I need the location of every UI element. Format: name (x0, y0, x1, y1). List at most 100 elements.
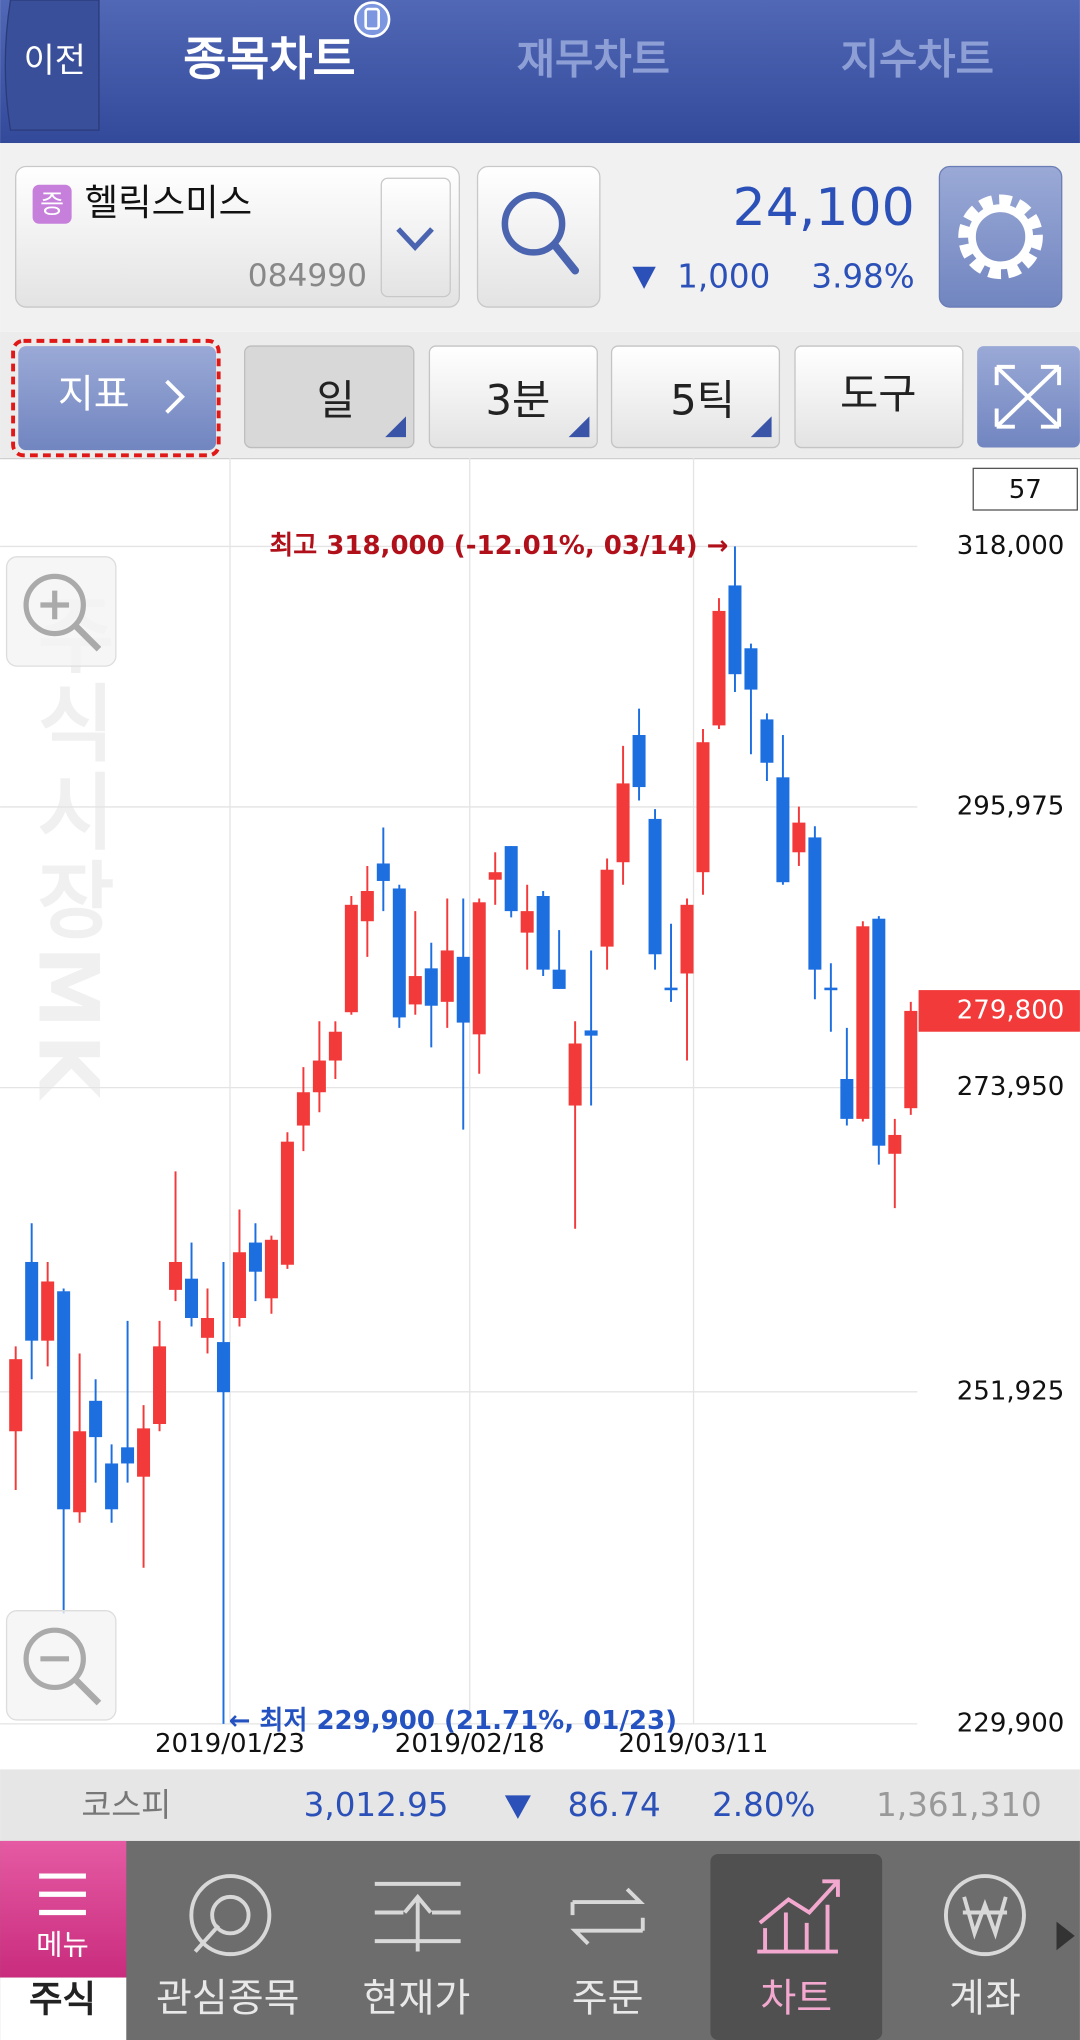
nav-label[interactable]: 계좌 (949, 1976, 1021, 2021)
menu-label[interactable]: 메뉴 (36, 1927, 89, 1961)
candle-body (808, 837, 822, 970)
candle-body (89, 1400, 103, 1438)
candle-body (57, 1291, 71, 1510)
candle-body (760, 719, 774, 763)
settings-button[interactable] (938, 165, 1063, 308)
y-tick-label: 273,950 (957, 1072, 1065, 1102)
candle-body (105, 1463, 119, 1510)
candle-body (616, 783, 630, 863)
candle-body (392, 888, 406, 1018)
candle-body (696, 742, 710, 873)
dropdown-button[interactable] (380, 177, 451, 298)
index-name: 코스피 (81, 1786, 171, 1824)
stock-selector[interactable]: 증 헬릭스미스 084990 (15, 165, 460, 308)
nav-label[interactable]: 현재가 (363, 1976, 471, 2021)
candle-body (648, 818, 662, 955)
index-bar (0, 1769, 1080, 1841)
candle-body (712, 610, 726, 726)
candle-body (600, 869, 614, 947)
candle-body (664, 987, 678, 991)
badge-label: 증 (40, 190, 64, 220)
more-arrow[interactable] (1056, 1921, 1075, 1951)
candle-body (216, 1342, 230, 1393)
current-price-tag (918, 990, 1080, 1032)
candle-body (153, 1346, 167, 1425)
candle-body (472, 902, 486, 1035)
candle-body (440, 950, 454, 1002)
stock-change-rate: 3.98% (811, 257, 914, 295)
header-bar (0, 0, 1080, 144)
candle-body (185, 1278, 199, 1319)
y-tick-label: 318,000 (957, 531, 1065, 561)
candle-body (824, 987, 838, 991)
candle-body (856, 926, 870, 1119)
candle-body (408, 976, 422, 1005)
candle-body (280, 1141, 294, 1265)
nav-label[interactable]: 주식 (29, 1977, 96, 2020)
zoom-out-button[interactable] (5, 1610, 117, 1721)
tab[interactable]: 재무차트 (517, 34, 670, 83)
current-price-label: 279,800 (957, 995, 1065, 1025)
candle-count: 57 (1009, 475, 1042, 505)
candle-body (632, 734, 646, 788)
candle-body (121, 1447, 135, 1464)
zoom-in-button[interactable] (5, 556, 117, 667)
candle-body (744, 648, 758, 690)
menu-button[interactable]: 메뉴 주식 (0, 1840, 127, 2040)
tools-label[interactable]: 도구 (840, 369, 917, 418)
nav-label[interactable]: 관심종목 (156, 1976, 300, 2021)
search-button[interactable] (476, 165, 601, 308)
down-arrow (632, 266, 656, 289)
indicator-label[interactable]: 지표 (58, 372, 130, 417)
tick-label[interactable]: 5틱 (670, 375, 735, 424)
tab[interactable]: 지수차트 (841, 34, 994, 83)
stock-name[interactable]: 헬릭스미스 (85, 181, 252, 224)
nav-label[interactable]: 주문 (572, 1976, 644, 2021)
candle-body (680, 904, 694, 974)
index-rate: 2.80% (712, 1786, 815, 1824)
minute-button[interactable]: 3분 (428, 345, 598, 449)
candle-chart: 229,900 251,925 273,950 295,975 318,000 2019/… (0, 457, 1080, 1759)
nav-icons (189, 1874, 1026, 1957)
x-tick-label: 2019/03/11 (619, 1729, 769, 1759)
index-change: 86.74 (568, 1786, 661, 1824)
stock-change: 1,000 (677, 257, 770, 295)
candle-body (584, 1030, 598, 1036)
nav-label[interactable]: 차트 (760, 1976, 832, 2021)
candle-body (169, 1261, 183, 1290)
minute-label[interactable]: 3분 (485, 375, 550, 424)
candle-body (25, 1261, 39, 1341)
candle-body (328, 1031, 342, 1061)
tools-button[interactable]: 도구 (794, 345, 964, 449)
candle-body (872, 918, 886, 1146)
candle-body (200, 1318, 215, 1338)
period-button[interactable]: 일 (244, 345, 415, 449)
down-arrow (504, 1795, 531, 1819)
bottom-nav (0, 1840, 1080, 2040)
y-tick-label: 295,975 (957, 791, 1065, 821)
candle-body (312, 1060, 326, 1093)
chart-area (0, 457, 1080, 1770)
candle-body (137, 1428, 151, 1477)
candle-body (424, 968, 438, 1006)
candle-body (41, 1281, 55, 1341)
tab[interactable]: 종목차트 (183, 33, 355, 87)
candle-body (232, 1252, 246, 1319)
period-label[interactable]: 일 (317, 375, 355, 424)
stock-price: 24,100 (733, 178, 915, 238)
stock-code: 084990 (248, 258, 367, 294)
candle-body (248, 1242, 262, 1272)
candle-body (456, 956, 470, 1023)
tick-button[interactable]: 5틱 (610, 345, 781, 449)
indicator-button[interactable]: 지표 (11, 338, 221, 458)
back-label[interactable]: 이전 (24, 41, 86, 80)
back-button[interactable]: 이전 (4, 0, 100, 131)
candle-body (376, 863, 390, 881)
fullscreen-button[interactable] (977, 346, 1080, 448)
candle-body (264, 1239, 278, 1299)
candle-body (776, 777, 790, 883)
low-annotation: ← 최저 229,900 (21.71%, 01/23) (229, 1706, 677, 1736)
active-tab-bg (710, 1853, 883, 2040)
candle-body (792, 822, 806, 853)
